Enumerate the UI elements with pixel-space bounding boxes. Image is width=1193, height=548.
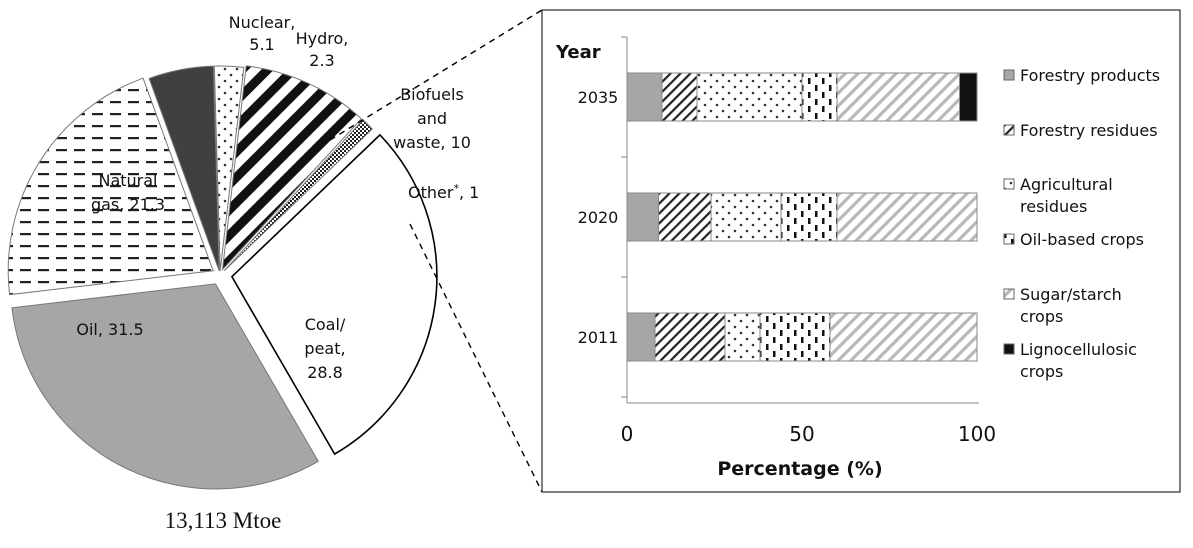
pie-label-oil: Oil, 31.5 [76, 320, 143, 339]
pie-label-name: Hydro, [296, 29, 349, 48]
pie-slice-coal-peat [230, 133, 438, 456]
pie-label-line: Natural [98, 171, 157, 190]
bar-2035-forestry-products [626, 72, 663, 122]
legend-label-line: Lignocellulosic [1020, 340, 1137, 359]
legend-label-line: Forestry products [1020, 66, 1160, 85]
y-tick-label-2011: 2011 [578, 328, 619, 347]
bar-2035-oil-based-crops [801, 72, 838, 122]
bar-2020-forestry-products [626, 192, 659, 242]
zoom-connector-lines [329, 9, 543, 493]
x-axis-title: Percentage (%) [717, 458, 882, 480]
bar-2020-oil-based-crops [780, 192, 838, 242]
pie-label-hydro: Hydro, 2.3 [296, 29, 349, 70]
pie-label-value: 2.3 [309, 51, 334, 70]
legend-label-line: crops [1020, 307, 1063, 326]
pie-labels: Nuclear, 5.1 Hydro, 2.3 Biofuels and waste, 10… [76, 13, 479, 382]
y-tick-label-2020: 2020 [578, 208, 619, 227]
legend-label-lignocellulosic-crops: Lignocellulosic crops [1020, 340, 1137, 381]
x-tick-label-50: 50 [789, 422, 814, 446]
bar-2020-sugar-starch-crops [836, 192, 978, 242]
pie-label-value: 5.1 [249, 35, 274, 54]
legend-label-line: Agricultural [1020, 175, 1113, 194]
legend-label-line: crops [1020, 362, 1063, 381]
legend-label-line: Oil-based crops [1020, 230, 1144, 249]
pie-slice-biofuels-and-waste [221, 65, 363, 272]
pie-label-name: Other [408, 183, 454, 202]
pie-label-biofuels-and-waste: Biofuels and waste, 10 [393, 85, 471, 152]
bar-2035-lignocellulosic-crops [959, 72, 978, 122]
bar-2035-sugar-starch-crops [836, 72, 960, 122]
legend-label-forestry-residues: Forestry residues [1020, 121, 1158, 140]
pie-label-line: Coal/ [305, 315, 346, 334]
pie-chart [7, 65, 438, 490]
x-tick-label-0: 0 [621, 422, 634, 446]
legend-swatch-forestry-residues [1003, 124, 1015, 136]
pie-label-other: Other*, 1 [408, 182, 479, 202]
legend-label-line: Sugar/starch [1020, 285, 1122, 304]
bar-2020-forestry-residues [658, 192, 712, 242]
bar-2035-agricultural-residues [696, 72, 803, 122]
pie-label-superscript: * [453, 182, 459, 195]
pie-label-line: peat, [304, 339, 345, 358]
bar-2011-forestry-products [626, 312, 656, 362]
legend-swatch-lignocellulosic-crops [1003, 343, 1015, 355]
pie-caption: 13,113 Mtoe [165, 508, 282, 533]
pie-label-line: waste, 10 [393, 133, 471, 152]
legend-swatch-sugar-starch-crops [1003, 288, 1015, 300]
connector-line-bottom [409, 223, 543, 493]
pie-label-coal-peat: Coal/peat, 28.8 [304, 315, 345, 382]
pie-label-nuclear: Nuclear, 5.1 [229, 13, 296, 54]
bar-2011-sugar-starch-crops [829, 312, 978, 362]
pie-slice-oil [11, 283, 319, 490]
legend-label-oil-based-crops: Oil-based crops [1020, 230, 1144, 249]
bar-2020-agricultural-residues [710, 192, 782, 242]
legend-swatch-forestry-products [1003, 69, 1015, 81]
legend-label-line: Forestry residues [1020, 121, 1158, 140]
pie-label-value: , 1 [459, 183, 479, 202]
pie-label-line: Biofuels [400, 85, 464, 104]
pie-label-line: and [417, 109, 447, 128]
legend-swatch-oil-based-crops [1003, 233, 1015, 245]
y-axis-title: Year [555, 42, 601, 63]
x-tick-label-100: 100 [958, 422, 996, 446]
legend-swatch-agricultural-residues [1003, 178, 1015, 190]
y-tick-label-2035: 2035 [578, 88, 619, 107]
pie-slice-hydro [213, 65, 245, 272]
pie-label-line: gas, 21.3 [91, 195, 165, 214]
legend-label-sugar-starch-crops: Sugar/starch crops [1020, 285, 1122, 326]
bar-2011-agricultural-residues [724, 312, 761, 362]
pie-label-name: Nuclear, [229, 13, 296, 32]
pie-label-natural-gas: Natural gas, 21.3 [91, 171, 165, 214]
connector-line-top [329, 9, 543, 141]
legend-label-forestry-products: Forestry products [1020, 66, 1160, 85]
bar-chart: Year 2035 2020 2011 0 50 100 Percentage (%) Fore… [555, 36, 1160, 480]
pie-slice-nuclear [148, 65, 220, 272]
bar-2035-forestry-residues [661, 72, 698, 122]
pie-label-name: Oil, 31.5 [76, 320, 143, 339]
legend-label-agricultural-residues: Agricultural residues [1020, 175, 1113, 216]
bar-2011-forestry-residues [654, 312, 726, 362]
pie-label-line: 28.8 [307, 363, 343, 382]
bar-2011-oil-based-crops [759, 312, 831, 362]
legend-label-line: residues [1020, 197, 1087, 216]
pie-slice-natural-gas [7, 77, 214, 296]
